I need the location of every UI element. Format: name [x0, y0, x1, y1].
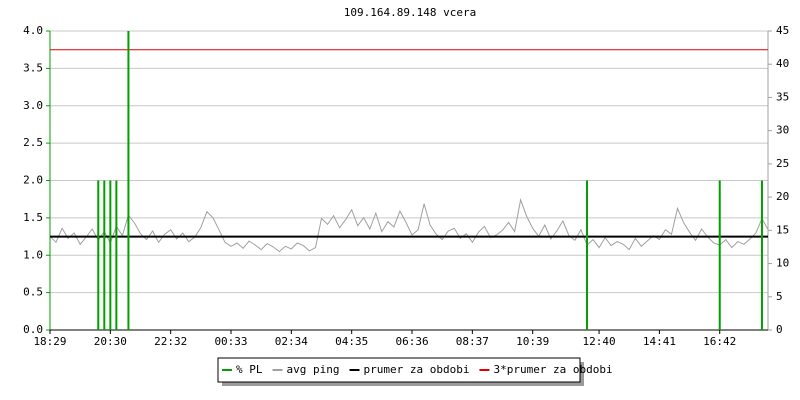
x-tick-label: 00:33: [214, 335, 247, 348]
y-tick-label: 3.0: [23, 99, 43, 112]
legend-label: prumer za obdobi: [363, 363, 469, 376]
y2-tick-label: 30: [776, 124, 789, 137]
legend-label: avg ping: [287, 363, 340, 376]
legend-label: 3*prumer za obdobi: [493, 363, 612, 376]
ping-line: [49, 197, 769, 253]
y-tick-label: 0.0: [23, 323, 43, 336]
x-tick-label: 14:41: [643, 335, 676, 348]
y-tick-label: 1.5: [23, 211, 43, 224]
y2-tick-label: 15: [776, 223, 789, 236]
y-tick-label: 2.0: [23, 174, 43, 187]
y2-tick-label: 35: [776, 90, 789, 103]
y2-tick-label: 0: [776, 323, 783, 336]
x-tick-label: 20:30: [94, 335, 127, 348]
x-tick-label: 22:32: [154, 335, 187, 348]
y2-tick-label: 40: [776, 57, 789, 70]
x-tick-label: 10:39: [516, 335, 549, 348]
x-tick-label: 18:29: [33, 335, 66, 348]
x-tick-label: 06:36: [395, 335, 428, 348]
y2-tick-label: 45: [776, 24, 789, 37]
x-tick-label: 08:37: [456, 335, 489, 348]
x-tick-label: 12:40: [582, 335, 615, 348]
y-tick-label: 0.5: [23, 286, 43, 299]
y2-tick-label: 20: [776, 190, 789, 203]
x-tick-label: 16:42: [703, 335, 736, 348]
legend-label: % PL: [236, 363, 263, 376]
y2-tick-label: 25: [776, 157, 789, 170]
x-tick-label: 02:34: [275, 335, 308, 348]
y2-tick-label: 10: [776, 257, 789, 270]
y-tick-label: 2.5: [23, 136, 43, 149]
y-tick-label: 1.0: [23, 248, 43, 261]
chart-title: 109.164.89.148 vcera: [344, 6, 476, 19]
y-tick-label: 4.0: [23, 24, 43, 37]
x-tick-label: 04:35: [335, 335, 368, 348]
y-tick-label: 3.5: [23, 61, 43, 74]
y2-tick-label: 5: [776, 290, 783, 303]
